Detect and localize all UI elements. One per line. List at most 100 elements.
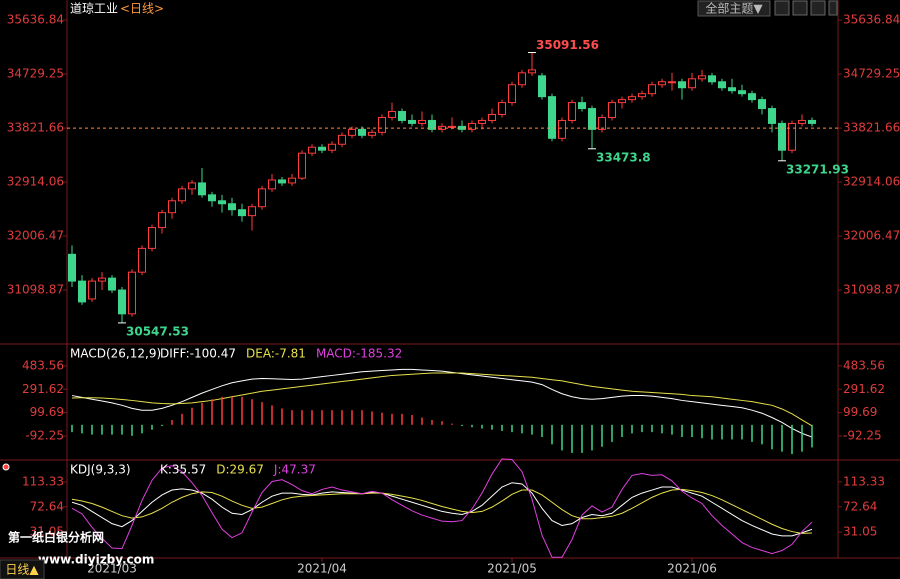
watermark: 第一纸白银分析网 www.diyizby.com <box>8 530 154 567</box>
candle-body <box>448 125 456 128</box>
candle-body <box>428 119 436 130</box>
y-tick-label: 31.05 <box>843 525 877 539</box>
candle-body <box>738 90 746 95</box>
candle-body <box>278 179 286 184</box>
candle-body <box>598 116 606 130</box>
toolbar-icon[interactable] <box>810 0 826 16</box>
y-tick-label: -92.25 <box>25 429 64 443</box>
indicator-title: KDJ(9,3,3) <box>70 463 131 477</box>
candle-body <box>508 84 516 104</box>
candle-body <box>758 99 766 110</box>
candle-body <box>658 81 666 86</box>
legend-entry: D:29.67 <box>216 463 264 477</box>
candle-body <box>468 122 476 130</box>
y-tick-label: 32006.47 <box>843 229 900 243</box>
candle-body <box>208 194 216 202</box>
period-button[interactable] <box>0 559 45 579</box>
candle-body <box>548 96 556 139</box>
candle-body <box>638 93 646 98</box>
candle-body <box>298 152 306 179</box>
watermark-text: www.diyizby.com <box>38 553 154 567</box>
candle-body <box>68 253 76 282</box>
y-tick-label: 483.56 <box>843 358 885 372</box>
candle-body <box>418 119 426 124</box>
candle-body <box>78 280 86 303</box>
candle-body <box>158 212 166 229</box>
y-tick-label: 31.05 <box>30 525 64 539</box>
candle-body <box>648 84 656 95</box>
y-tick-label: 34729.25 <box>843 67 900 81</box>
chart-subtitle: <日线> <box>120 2 164 16</box>
candle-body <box>778 122 786 151</box>
x-tick-label: 2021/06 <box>667 562 717 576</box>
candle-body <box>608 102 616 118</box>
y-tick-label: 31098.87 <box>7 283 64 297</box>
candle-body <box>518 72 526 86</box>
candle-body <box>678 81 686 89</box>
y-tick-label: 291.62 <box>843 382 885 396</box>
candle-body <box>578 102 586 110</box>
candle-body <box>348 128 356 136</box>
legend-entry: DIFF:-100.47 <box>160 347 236 361</box>
y-tick-label: 33821.66 <box>7 121 64 135</box>
candle-body <box>558 119 566 139</box>
candle-body <box>568 102 576 121</box>
x-tick-label: 2021/04 <box>297 562 347 576</box>
candle-body <box>218 200 226 205</box>
legend-entry: DEA:-7.81 <box>246 347 306 361</box>
candle-body <box>88 280 96 300</box>
y-tick-label: 32914.06 <box>7 175 64 189</box>
candle-body <box>128 271 136 315</box>
toolbar-icon[interactable] <box>774 0 790 16</box>
candle-body <box>328 143 336 151</box>
y-tick-label: 113.33 <box>22 474 64 488</box>
y-tick-label: 99.69 <box>843 405 877 419</box>
candle-body <box>798 119 806 124</box>
annotation-label: 35091.56 <box>536 38 599 52</box>
candle-body <box>498 102 506 116</box>
candle-body <box>138 247 146 273</box>
indicator-line <box>71 458 813 558</box>
candle-body <box>748 93 756 101</box>
y-tick-label: 33821.66 <box>843 121 900 135</box>
candle-body <box>148 227 156 249</box>
annotation-label: 30547.53 <box>126 324 189 338</box>
chart-title: 道琼工业 <box>70 1 118 16</box>
candle-body <box>238 209 246 217</box>
candle-body <box>228 203 236 211</box>
candle-body <box>108 277 116 291</box>
candle-body <box>358 128 366 136</box>
x-tick-label: 2021/03 <box>87 562 137 576</box>
candle-body <box>198 182 206 196</box>
candle-body <box>528 69 536 74</box>
indicator-line <box>71 372 813 427</box>
candle-body <box>188 182 196 190</box>
candle-body <box>718 81 726 89</box>
candle-body <box>268 179 276 190</box>
indicator-dot[interactable] <box>2 463 10 471</box>
toolbar-icon[interactable] <box>828 0 838 16</box>
candle-body <box>728 87 736 92</box>
annotation-label: 33271.93 <box>786 162 849 176</box>
period-button-label[interactable]: 日线▲ <box>5 563 39 577</box>
indicator-line <box>71 488 813 534</box>
y-tick-label: 32914.06 <box>843 175 900 189</box>
candle-body <box>168 200 176 214</box>
candle-body <box>178 188 186 202</box>
y-tick-label: 35636.84 <box>7 13 64 27</box>
candle-body <box>668 81 676 84</box>
candle-body <box>288 177 296 184</box>
candle-body <box>588 108 596 130</box>
theme-button[interactable] <box>697 0 771 17</box>
toolbar-icon[interactable] <box>792 0 808 16</box>
y-tick-label: 72.64 <box>843 499 877 513</box>
candle-body <box>688 78 696 89</box>
candle-body <box>478 119 486 124</box>
y-tick-label: 99.69 <box>30 405 64 419</box>
candle-body <box>308 146 316 154</box>
theme-button-label[interactable]: 全部主题▼ <box>705 1 763 16</box>
legend-entry: K:35.57 <box>160 463 206 477</box>
legend-entry: MACD:-185.32 <box>316 347 402 361</box>
y-tick-label: 34729.25 <box>7 67 64 81</box>
watermark-text: 第一纸白银分析网 <box>8 530 104 545</box>
